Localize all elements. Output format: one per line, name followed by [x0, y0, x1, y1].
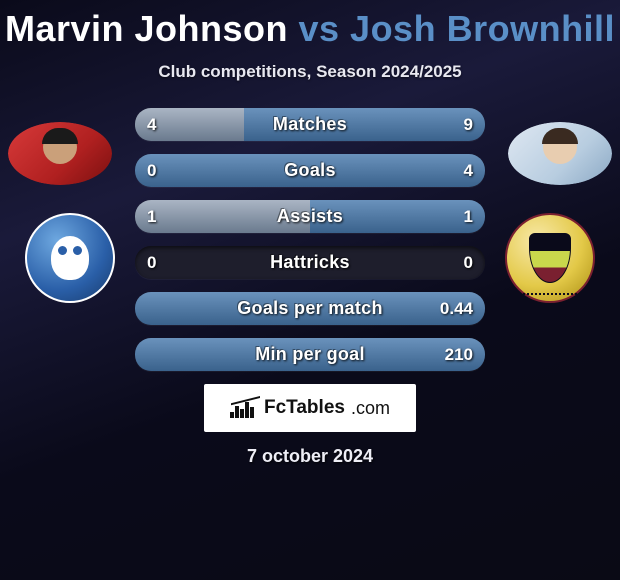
player2-club-crest: [500, 208, 600, 308]
owl-icon: [51, 236, 89, 280]
player1-avatar: [8, 122, 112, 185]
stat-label: Matches: [135, 108, 485, 141]
branding-suffix: .com: [351, 398, 390, 419]
stat-row: 11Assists: [135, 200, 485, 233]
branding-badge: FcTables .com: [204, 384, 416, 432]
stat-row: 0.44Goals per match: [135, 292, 485, 325]
branding-name: FcTables: [264, 397, 345, 419]
stat-label: Assists: [135, 200, 485, 233]
subtitle: Club competitions, Season 2024/2025: [0, 62, 620, 82]
stat-row: 04Goals: [135, 154, 485, 187]
stat-row: 00Hattricks: [135, 246, 485, 279]
page-title: Marvin Johnson vs Josh Brownhill: [0, 0, 620, 50]
stat-label: Goals per match: [135, 292, 485, 325]
player1-club-crest: [20, 208, 120, 308]
stat-label: Min per goal: [135, 338, 485, 371]
stat-row: 49Matches: [135, 108, 485, 141]
stat-row: 210Min per goal: [135, 338, 485, 371]
stat-label: Hattricks: [135, 246, 485, 279]
player1-avatar-image: [8, 122, 112, 185]
player2-name: Josh Brownhill: [350, 8, 615, 49]
branding-chart-icon: [230, 398, 258, 418]
player2-avatar-image: [508, 122, 612, 185]
vs-separator: vs: [298, 8, 339, 49]
stats-bars: 49Matches 04Goals 11Assists 00Hattricks 0.44…: [135, 108, 485, 371]
stat-label: Goals: [135, 154, 485, 187]
date-label: 7 october 2024: [0, 446, 620, 467]
shield-icon: [529, 233, 571, 283]
player1-name: Marvin Johnson: [5, 8, 288, 49]
player2-avatar: [508, 122, 612, 185]
